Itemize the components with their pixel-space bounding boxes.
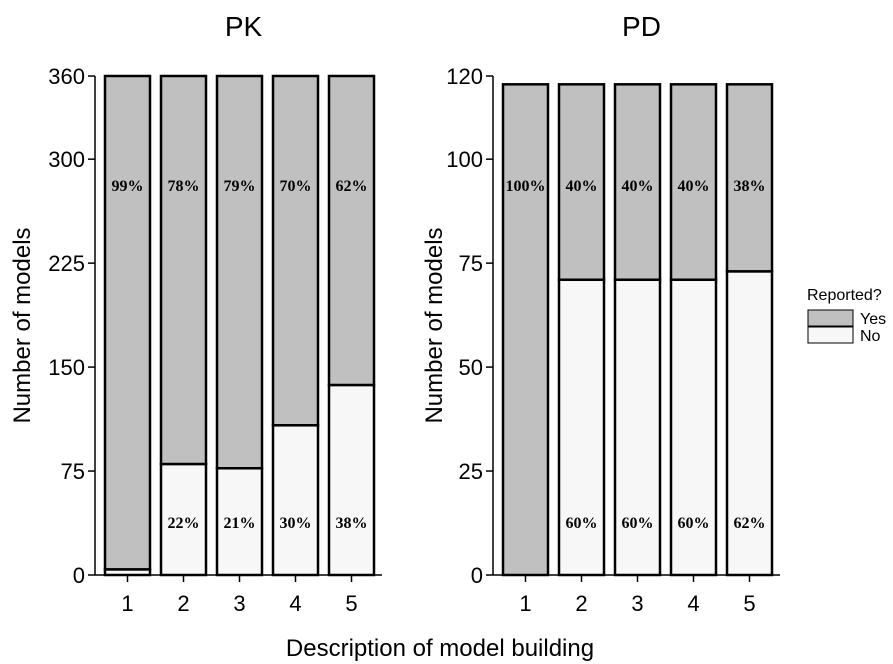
bar-yes <box>669 83 718 282</box>
x-tick-label: 1 <box>121 591 133 616</box>
y-tick-label: 0 <box>471 563 483 588</box>
y-tick-label: 300 <box>48 147 85 172</box>
bar-no <box>159 462 208 577</box>
panel-pd: PD Number of models 0 25 50 75 100 120 1 100% 2 40%… <box>421 11 780 616</box>
data-label-yes: 40% <box>678 178 710 195</box>
x-tick-label: 1 <box>519 591 531 616</box>
data-label-no: 38% <box>336 515 368 532</box>
x-tick-label: 4 <box>687 591 699 616</box>
bar-no <box>327 383 376 577</box>
bar-no <box>215 467 264 577</box>
data-label-no: 22% <box>168 515 200 532</box>
y-tick-label: 75 <box>61 459 85 484</box>
bar-yes <box>327 74 376 387</box>
data-label-no: 21% <box>224 515 256 532</box>
bar-no <box>613 278 662 577</box>
x-tick-label: 4 <box>289 591 301 616</box>
x-tick-label: 2 <box>575 591 587 616</box>
bar-no <box>103 568 152 577</box>
y-tick-label: 120 <box>446 64 483 89</box>
bar-yes <box>271 74 320 427</box>
data-label-no: 30% <box>280 515 312 532</box>
data-label-yes: 40% <box>566 178 598 195</box>
legend-swatch-yes <box>807 309 854 327</box>
legend-label-no: No <box>860 328 881 345</box>
chart-title: PD <box>622 11 661 42</box>
bar-yes <box>215 74 264 470</box>
bar-yes <box>501 83 550 577</box>
data-label-yes: 100% <box>506 178 546 195</box>
y-tick-label: 225 <box>48 251 85 276</box>
y-tick-label: 75 <box>459 251 483 276</box>
data-label-no: 60% <box>678 515 710 532</box>
y-tick-label: 0 <box>73 563 85 588</box>
data-label-yes: 99% <box>112 178 144 195</box>
x-tick-label: 5 <box>345 591 357 616</box>
x-tick-label: 3 <box>233 591 245 616</box>
bar-no <box>669 278 718 577</box>
bar-no <box>271 424 320 577</box>
data-label-no: 60% <box>566 515 598 532</box>
legend-title: Reported? <box>807 287 882 304</box>
data-label-no: 62% <box>734 515 766 532</box>
x-tick-label: 3 <box>631 591 643 616</box>
x-tick-label: 5 <box>743 591 755 616</box>
bar-yes <box>103 74 152 571</box>
y-tick-label: 100 <box>446 147 483 172</box>
panel-pk: PK Number of models 0 75 150 225 300 360 1 99% 2 78… <box>9 11 382 616</box>
legend: Reported? Yes No <box>807 287 886 345</box>
bar-no <box>557 278 606 577</box>
x-tick-label: 2 <box>177 591 189 616</box>
chart-title: PK <box>225 11 263 42</box>
y-axis-label: Number of models <box>421 227 448 423</box>
data-label-yes: 38% <box>734 178 766 195</box>
data-label-yes: 78% <box>168 178 200 195</box>
data-label-yes: 79% <box>224 178 256 195</box>
data-label-yes: 62% <box>336 178 368 195</box>
y-tick-label: 360 <box>48 64 85 89</box>
data-label-no: 60% <box>622 515 654 532</box>
y-tick-label: 50 <box>459 355 483 380</box>
x-axis-label: Description of model building <box>286 635 594 662</box>
y-tick-label: 150 <box>48 355 85 380</box>
data-label-yes: 40% <box>622 178 654 195</box>
data-label-yes: 70% <box>280 178 312 195</box>
y-tick-label: 25 <box>459 459 483 484</box>
bar-yes <box>159 74 208 466</box>
legend-swatch-no <box>807 326 854 344</box>
y-axis-label: Number of models <box>9 227 36 423</box>
legend-label-yes: Yes <box>860 311 886 328</box>
